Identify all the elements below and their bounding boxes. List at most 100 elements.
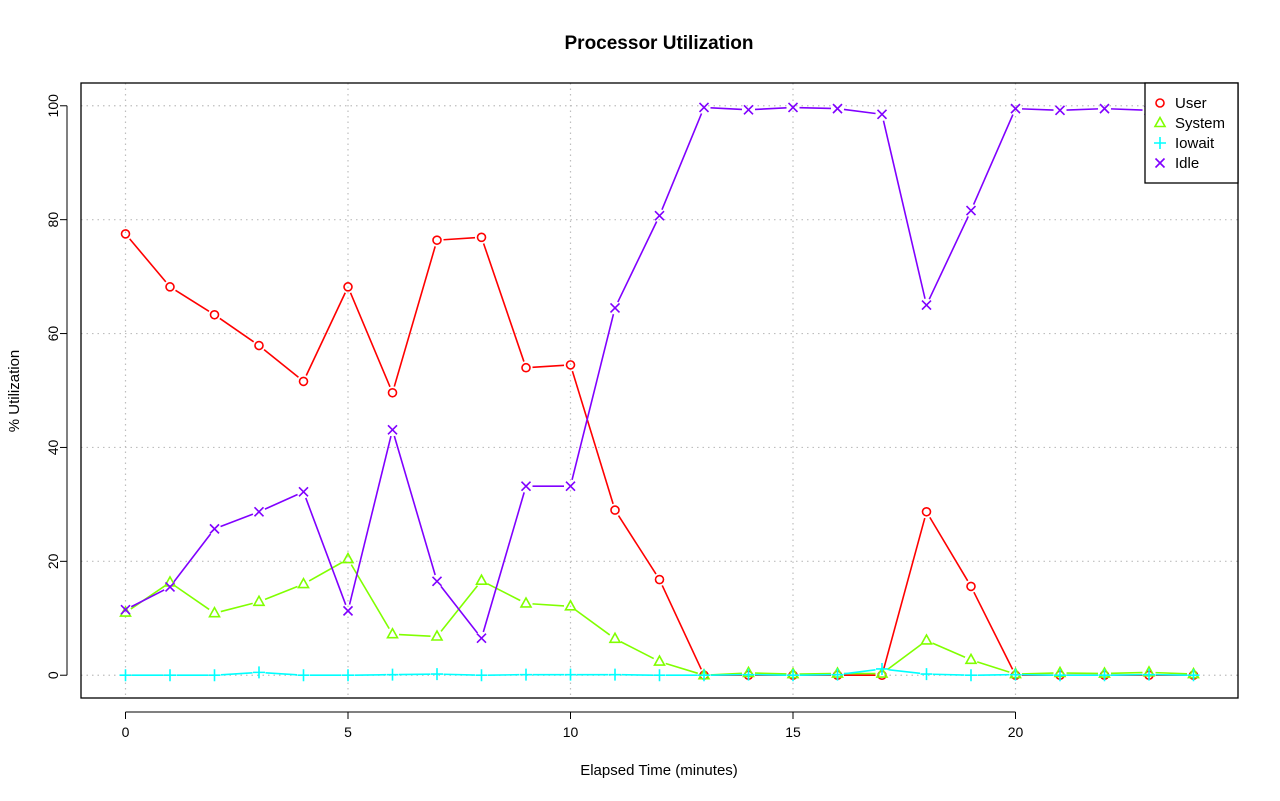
- series-idle-point: [253, 506, 265, 517]
- series-system-segment: [264, 585, 298, 601]
- series-user-segment: [349, 292, 391, 388]
- series-system-point: [341, 551, 355, 564]
- series-idle-segment: [440, 585, 479, 634]
- series-system-segment: [932, 642, 966, 658]
- series-system-segment: [486, 582, 521, 602]
- series-user-segment: [263, 348, 299, 378]
- series-system-segment: [1155, 671, 1188, 675]
- series-iowait-point: [431, 668, 443, 681]
- series-idle-point: [387, 424, 398, 435]
- series-idle-point: [1099, 103, 1110, 114]
- legend-label-user: User: [1175, 95, 1207, 112]
- series-system-point: [653, 654, 666, 666]
- series-idle-point: [832, 103, 843, 114]
- series-iowait-point: [342, 669, 354, 682]
- series-system-segment: [976, 661, 1010, 673]
- series-system: [119, 551, 1200, 680]
- series-user-point: [921, 506, 932, 517]
- series-system-segment: [575, 609, 611, 636]
- chart-title: Processor Utilization: [565, 33, 754, 54]
- series-user-point: [966, 581, 976, 592]
- series-system-segment: [886, 643, 922, 671]
- series-system-segment: [308, 561, 343, 582]
- series-user-point: [432, 235, 442, 245]
- series-iowait-point: [297, 669, 310, 682]
- series-user-segment: [617, 515, 657, 575]
- series-system-point: [519, 596, 533, 608]
- series-iowait-point: [698, 669, 710, 682]
- x-tick-label: 10: [563, 724, 579, 740]
- legend-label-idle: Idle: [1175, 155, 1199, 172]
- series-iowait-point: [609, 668, 621, 681]
- series-idle-segment: [1110, 108, 1143, 111]
- series-iowait-point: [831, 668, 844, 681]
- series-idle-point: [654, 210, 665, 221]
- series-idle-segment: [220, 513, 254, 528]
- series-idle-segment: [928, 216, 969, 300]
- y-tick-label: 80: [45, 212, 61, 228]
- series-idle-point: [1054, 105, 1066, 116]
- series-idle-point: [698, 102, 710, 113]
- series-idle-point: [965, 205, 977, 216]
- series-iowait-segment: [220, 671, 253, 676]
- series-idle-segment: [305, 497, 347, 606]
- series-iowait-point: [1009, 668, 1022, 681]
- series-user-segment: [571, 370, 614, 505]
- series-user-segment: [175, 289, 210, 312]
- series-system-point: [608, 631, 622, 644]
- series-iowait-point: [253, 666, 265, 679]
- series-idle-point: [431, 576, 443, 587]
- series-idle-segment: [130, 589, 165, 608]
- legend-marker-user: [1155, 98, 1165, 108]
- series-system-segment: [174, 585, 210, 611]
- y-tick-label: 100: [45, 94, 61, 118]
- series-user-segment: [129, 238, 167, 283]
- x-axis-label: Elapsed Time (minutes): [580, 762, 738, 779]
- series-user-point: [343, 282, 353, 292]
- series-system-point: [564, 599, 577, 611]
- series-iowait-point: [876, 662, 888, 675]
- series-user-segment: [532, 364, 565, 369]
- series-idle-segment: [1021, 108, 1054, 111]
- series-system-point: [252, 594, 266, 607]
- series-iowait-point: [164, 669, 176, 682]
- series-iowait: [119, 662, 1200, 682]
- series-system-point: [386, 627, 399, 639]
- series-idle-segment: [348, 435, 392, 605]
- series-idle-point: [1010, 103, 1021, 114]
- series-user-segment: [219, 317, 255, 343]
- series-idle-segment: [617, 221, 658, 303]
- y-tick-label: 20: [45, 553, 61, 569]
- series-iowait-segment: [932, 673, 965, 676]
- series-system-point: [875, 666, 889, 678]
- series-iowait-point: [742, 668, 755, 681]
- series-layer: [119, 102, 1200, 682]
- series-user-segment: [882, 517, 926, 670]
- legend-label-system: System: [1175, 115, 1225, 132]
- series-user-point: [165, 282, 175, 292]
- series-user-point: [565, 360, 576, 370]
- series-user-point: [476, 232, 487, 243]
- series-system-segment: [220, 602, 253, 613]
- series-iowait-point: [787, 669, 799, 682]
- series-idle-segment: [972, 114, 1014, 205]
- series-iowait-point: [119, 669, 132, 682]
- x-tick-label: 5: [344, 724, 352, 740]
- series-user: [120, 229, 1199, 681]
- series-idle-segment: [482, 492, 525, 633]
- series-idle-point: [164, 581, 176, 593]
- series-idle-segment: [661, 113, 703, 210]
- series-idle-segment: [173, 533, 212, 583]
- series-idle-segment: [754, 107, 787, 111]
- series-iowait-point: [1143, 668, 1155, 681]
- series-iowait-point: [920, 668, 933, 681]
- series-iowait-point: [520, 668, 532, 681]
- series-user-segment: [443, 236, 476, 241]
- series-user-segment: [973, 591, 1014, 670]
- series-system-segment: [1021, 672, 1054, 675]
- series-user-point: [120, 229, 131, 239]
- series-idle-segment: [843, 108, 876, 115]
- series-user-point: [298, 376, 309, 387]
- series-idle-point: [876, 109, 888, 120]
- series-idle-point: [298, 486, 309, 497]
